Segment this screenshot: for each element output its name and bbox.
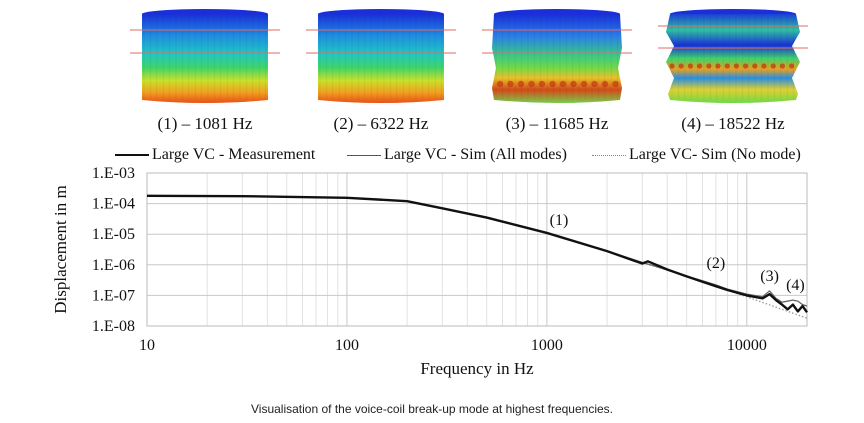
y-tick-label: 1.E-07 — [92, 287, 135, 304]
legend-item-sim-all: Large VC - Sim (All modes) — [347, 146, 567, 164]
figure-caption: Visualisation of the voice-coil break-up… — [251, 402, 613, 416]
legend-label-sim-all: Large VC - Sim (All modes) — [384, 146, 567, 163]
legend-item-sim-none: Large VC- Sim (No mode) — [592, 146, 801, 164]
x-axis-label: Frequency in Hz — [420, 359, 534, 378]
x-tick-label: 10 — [139, 337, 155, 354]
y-tick-label: 1.E-08 — [92, 318, 135, 335]
legend-label-sim-none: Large VC- Sim (No mode) — [629, 146, 801, 163]
mode-shape-1: (1) – 1081 Hz — [120, 8, 290, 138]
x-tick-label: 100 — [335, 337, 359, 354]
legend-label-measurement: Large VC - Measurement — [152, 146, 316, 163]
chart-legend: Large VC - Measurement Large VC - Sim (A… — [115, 146, 835, 168]
mode-shape-3-image — [482, 9, 632, 103]
mode-shape-4: (4) – 18522 Hz — [648, 8, 818, 138]
mode-shape-4-caption: (4) – 18522 Hz — [681, 114, 785, 133]
mode-shape-2-image — [306, 9, 456, 103]
x-tick-label: 10000 — [727, 337, 767, 354]
plot-area-frame — [146, 172, 808, 327]
chart-series — [146, 194, 808, 319]
mode-shape-3-caption: (3) – 11685 Hz — [505, 114, 609, 133]
y-tick-label: 1.E-04 — [92, 196, 135, 213]
legend-swatch-sim-all — [347, 154, 381, 156]
y-tick-label: 1.E-06 — [92, 257, 135, 274]
series-line-0 — [146, 194, 808, 314]
mode-shape-3: (3) – 11685 Hz — [472, 8, 642, 138]
series-line-1 — [146, 195, 808, 307]
mode-annotation-2: (2) — [707, 255, 726, 272]
mode-shapes-panel: (1) – 1081 Hz (2) – 6322 Hz (3) – 11685 … — [120, 8, 820, 138]
y-tick-label: 1.E-03 — [92, 165, 135, 182]
chart-ticks: 10 100 1000 10000 1.E-03 1.E-04 1.E-05 1.E-06 1.… — [92, 165, 767, 354]
mode-shape-1-image — [130, 9, 280, 103]
mode-annotation-1: (1) — [550, 212, 569, 229]
mode-shape-2: (2) – 6322 Hz — [296, 8, 466, 138]
mode-shape-1-caption: (1) – 1081 Hz — [157, 114, 253, 133]
mode-shape-4-image — [658, 9, 808, 103]
displacement-chart: 10 100 1000 10000 1.E-03 1.E-04 1.E-05 1.E-06 1.… — [51, 165, 808, 378]
legend-item-measurement: Large VC - Measurement — [115, 146, 315, 164]
mode-annotation-3: (3) — [760, 268, 779, 285]
legend-swatch-measurement — [115, 154, 149, 156]
mode-annotation-4: (4) — [786, 277, 805, 294]
mode-shape-2-caption: (2) – 6322 Hz — [333, 114, 429, 133]
y-axis-label: Displacement in m — [51, 185, 70, 313]
legend-swatch-sim-none — [592, 154, 626, 156]
chart-annotations: (1) (2) (3) (4) — [550, 212, 805, 294]
x-tick-label: 1000 — [531, 337, 563, 354]
y-tick-label: 1.E-05 — [92, 226, 135, 243]
